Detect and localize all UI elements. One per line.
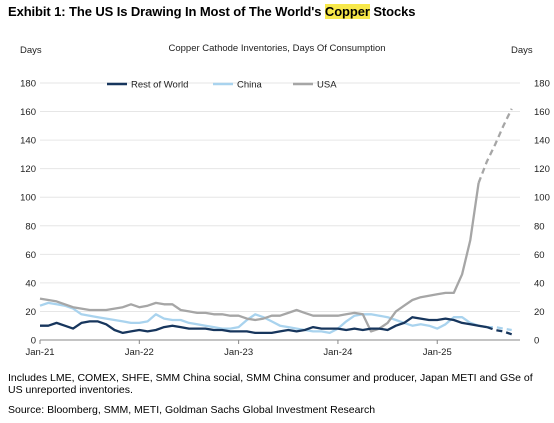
y-gridlines (40, 82, 520, 341)
y-tick-right: 120 (534, 164, 550, 175)
title-suffix: Stocks (369, 4, 416, 19)
y-tick-left: 40 (25, 278, 36, 289)
title-prefix: Exhibit 1: The US Is Drawing In Most of … (8, 4, 325, 19)
chart-subtitle: Copper Cathode Inventories, Days Of Cons… (168, 43, 385, 54)
series-projection-usa (477, 108, 513, 184)
y-tick-left: 20 (25, 307, 36, 318)
left-axis-label: Days (20, 45, 42, 56)
series-lines (39, 108, 513, 336)
legend-label: China (237, 80, 263, 91)
y-tick-left: 160 (20, 107, 36, 118)
y-tick-left: 80 (25, 221, 36, 232)
x-tick-label: Jan-22 (125, 347, 154, 358)
x-tick-label: Jan-21 (25, 347, 54, 358)
y-tick-left: 140 (20, 136, 36, 147)
exhibit-title: Exhibit 1: The US Is Drawing In Most of … (8, 4, 415, 19)
y-tick-left: 120 (20, 164, 36, 175)
series-projection-rest-of-world (486, 326, 513, 336)
right-axis-label: Days (511, 45, 533, 56)
legend-label: Rest of World (131, 80, 188, 91)
y-tick-right: 80 (534, 221, 545, 232)
y-tick-right: 40 (534, 278, 545, 289)
series-line-usa (39, 182, 480, 333)
source-note: Source: Bloomberg, SMM, METI, Goldman Sa… (8, 404, 376, 416)
y-tick-right: 160 (534, 107, 550, 118)
y-tick-left: 180 (20, 79, 36, 90)
y-tick-left: 60 (25, 250, 36, 261)
series-projection-china (486, 325, 512, 332)
legend-label: USA (317, 80, 337, 91)
series-line-china (39, 301, 488, 335)
x-tick-label: Jan-24 (323, 347, 352, 358)
y-tick-right: 20 (534, 307, 545, 318)
y-axis-right: 0 20 40 60 80 100 120 140 160 180 (534, 79, 550, 347)
x-tick-label: Jan-23 (224, 347, 253, 358)
y-tick-right: 60 (534, 250, 545, 261)
y-tick-right: 100 (534, 193, 550, 204)
x-tick-label: Jan-25 (423, 347, 452, 358)
y-tick-right: 180 (534, 79, 550, 90)
footnote: Includes LME, COMEX, SHFE, SMM China soc… (8, 372, 533, 396)
series-line-rest-of-world (40, 316, 488, 335)
y-tick-left: 100 (20, 193, 36, 204)
y-tick-right: 0 (534, 336, 539, 347)
y-tick-left: 0 (31, 336, 36, 347)
title-highlight: Copper (324, 4, 370, 19)
y-axis-left: 0 20 40 60 80 100 120 140 160 180 (20, 79, 36, 347)
y-tick-right: 140 (534, 136, 550, 147)
legend: Rest of World China USA (107, 80, 337, 91)
x-axis: Jan-21 Jan-22 Jan-23 Jan-24 Jan-25 (25, 340, 452, 358)
